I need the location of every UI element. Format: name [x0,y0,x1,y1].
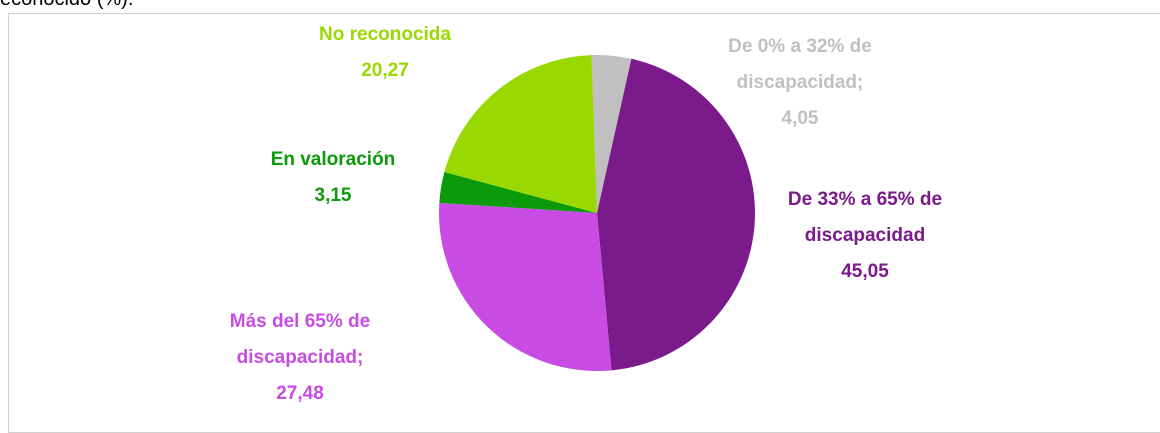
slice-label: En valoración 3,15 [218,142,448,214]
value-label: 45,05 [841,261,889,282]
pie-slice [591,55,632,213]
pie-slice [597,58,755,371]
slice-label: Más del 65% de discapacidad; 27,48 [213,304,388,412]
slice-label: No reconocida 20,27 [270,17,500,89]
value-label: 3,15 [314,185,352,206]
pie-slice [439,202,612,372]
slice-label: De 0% a 32% de discapacidad; 4,05 [710,29,890,137]
category-label: En valoración [270,149,396,170]
slice-label: De 33% a 65% de discapacidad 45,05 [781,182,949,290]
caption: econocido (%). [0,0,133,11]
chart [439,55,755,372]
category-label: No reconocida [319,24,451,45]
category-label: De 0% a 32% de discapacidad; [728,36,872,93]
category-label: Más del 65% de discapacidad; [229,311,371,368]
value-label: 20,27 [361,60,409,81]
value-label: 27,48 [276,383,324,404]
pie-slice [444,55,597,213]
pie-slice [439,172,597,213]
category-label: De 33% a 65% de discapacidad [787,189,943,246]
value-label: 4,05 [781,108,819,129]
